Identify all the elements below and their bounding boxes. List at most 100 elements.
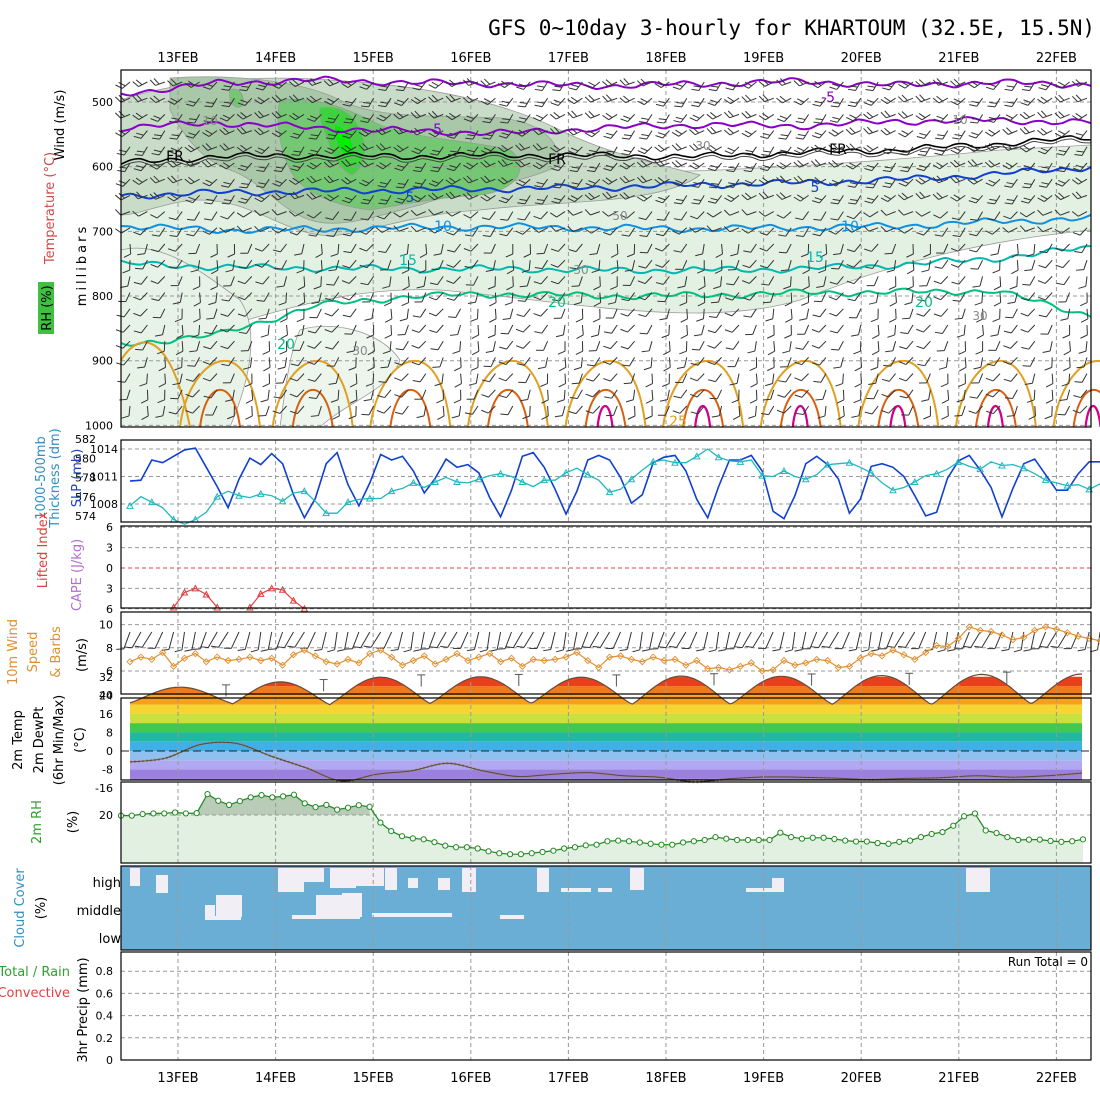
wind-barb (277, 357, 288, 370)
wind-barb-flag (174, 318, 183, 323)
wind-barb (220, 178, 235, 188)
wind-barb (170, 389, 183, 400)
wind-barb-staff (625, 81, 635, 86)
wind-barb (969, 389, 984, 399)
wind-barb-staff (174, 97, 183, 105)
wind-barb (863, 145, 879, 153)
wind-barb (289, 94, 305, 103)
wind-barb-flag (412, 185, 421, 188)
wind-barb (497, 631, 512, 650)
wind-barb (481, 405, 496, 414)
wind-barb (847, 81, 862, 91)
wind-barb-staff (607, 194, 618, 200)
wind-barb-flag (676, 198, 684, 201)
wind-barb (116, 357, 131, 366)
wind-barb-flag (533, 296, 541, 301)
wind-barb-flag (741, 182, 750, 187)
rh-marker (182, 810, 189, 817)
wind-barb-staff (211, 211, 218, 221)
wind-barb (921, 389, 931, 402)
wind-speed-marker (464, 656, 472, 665)
wind-barb-flag (916, 345, 924, 350)
wind-barb (689, 143, 705, 152)
wind-barb-flag (222, 382, 231, 384)
wind-barb-flag (868, 301, 877, 305)
wind-barb-flag (882, 185, 891, 188)
wind-barb-staff (194, 211, 201, 221)
wind-barb-staff (821, 292, 827, 302)
wind-barb (724, 146, 740, 155)
wind-barb-staff (785, 146, 792, 156)
wind-barb-staff (419, 308, 427, 318)
wind-barb (306, 175, 322, 184)
wind-barb (829, 114, 844, 123)
wind-barb-staff (331, 146, 340, 154)
wind-barb (585, 81, 601, 89)
wind-barb-staff (712, 130, 722, 135)
wind-barb-flag (726, 283, 734, 286)
wind-barb-staff (209, 81, 218, 90)
wind-barb (567, 209, 583, 216)
wind-barb-staff (406, 243, 409, 254)
wind-barb (724, 308, 740, 317)
wind-barb-flag (1073, 395, 1081, 399)
wind-barb-flag (745, 94, 752, 101)
wind-barb-flag (223, 181, 231, 185)
wind-barb-flag (1054, 228, 1062, 234)
wind-barb-flag (175, 350, 184, 356)
wind-barb-flag (821, 645, 830, 648)
wind-speed-marker (213, 653, 221, 661)
wind-barb-flag (602, 211, 609, 217)
wind-barb-staff (817, 81, 827, 89)
wind-barb-staff (157, 243, 166, 252)
wind-barb-flag (1060, 318, 1068, 321)
wind-barb-staff (1014, 292, 1018, 303)
wind-speed-marker (1031, 626, 1039, 635)
wind-barb-flag (933, 296, 941, 301)
wind-barb-flag (556, 399, 565, 403)
wind-speed-marker (813, 655, 821, 664)
wind-barb-flag (723, 226, 731, 233)
wind-barb-flag (517, 218, 525, 221)
wind-barb-flag (466, 398, 475, 400)
wind-barb-flag (676, 101, 684, 104)
wind-barb-flag (292, 94, 299, 101)
wind-barb (297, 276, 306, 291)
wind-barb-staff (1077, 81, 1088, 87)
wind-barb (658, 631, 676, 649)
wind-barb-staff (350, 211, 357, 221)
wind-barb-staff (616, 260, 619, 271)
cloud-level-label: middle (77, 904, 121, 919)
wind-barb-staff (137, 97, 148, 103)
wind-barb (1004, 195, 1018, 205)
wind-barb (917, 292, 931, 302)
rh-marker (344, 804, 352, 811)
wind-barb-flag (348, 415, 357, 420)
wind-barb (1054, 111, 1070, 119)
wind-barb-flag (449, 132, 457, 136)
wind-barb-flag (867, 182, 876, 185)
wind-barb-flag (171, 117, 179, 120)
wind-barb-flag (343, 218, 352, 221)
wind-barb-flag (605, 647, 614, 649)
wind-barb-staff (155, 178, 165, 184)
thickness-tick: 574 (75, 510, 96, 523)
wind-barb-flag (188, 132, 196, 136)
wind-barb-flag (848, 317, 857, 319)
wind-barb (1019, 126, 1035, 135)
wind-barb-flag (661, 383, 670, 387)
wind-barb-staff (542, 195, 549, 205)
wind-barb-staff (423, 405, 427, 416)
wind-barb-staff (315, 389, 322, 399)
wind-barb-flag (953, 147, 961, 152)
wind-barb (967, 177, 983, 185)
wind-barb (256, 178, 270, 188)
wind-barb-staff (750, 243, 757, 253)
wind-barb-flag (342, 103, 351, 107)
wind-barb-flag (799, 318, 807, 321)
wind-barb (679, 341, 688, 355)
wind-barb-flag (393, 225, 400, 232)
wind-barb (1071, 79, 1088, 87)
wind-barb (271, 110, 287, 119)
wind-barb-flag (254, 225, 261, 232)
